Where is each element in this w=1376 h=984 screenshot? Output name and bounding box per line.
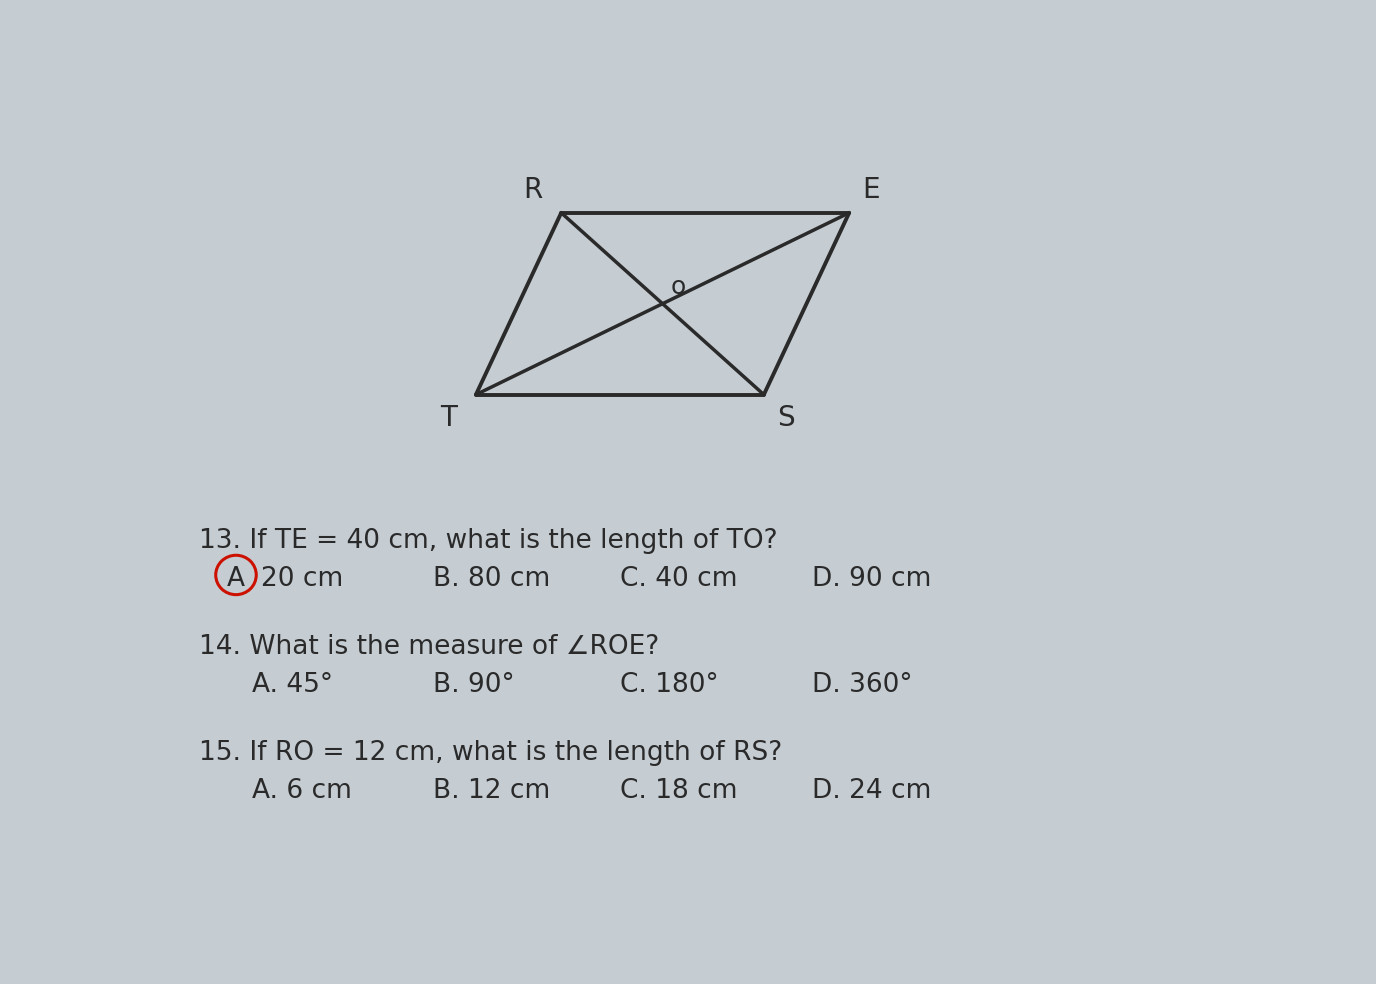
Text: B. 90°: B. 90° (433, 672, 515, 698)
Text: B. 12 cm: B. 12 cm (433, 777, 550, 804)
Text: T: T (440, 403, 457, 432)
Text: R: R (523, 176, 542, 204)
Text: B. 80 cm: B. 80 cm (433, 566, 550, 591)
Text: 15. If RO = 12 cm, what is the length of RS?: 15. If RO = 12 cm, what is the length of… (198, 740, 782, 766)
Text: A: A (227, 566, 245, 591)
Text: 20 cm: 20 cm (260, 566, 343, 591)
Text: 14. What is the measure of ∠ROE?: 14. What is the measure of ∠ROE? (198, 634, 659, 660)
Text: C. 40 cm: C. 40 cm (619, 566, 738, 591)
Text: A. 6 cm: A. 6 cm (252, 777, 352, 804)
Text: o: o (671, 276, 687, 299)
Text: S: S (776, 403, 794, 432)
Text: C. 180°: C. 180° (619, 672, 718, 698)
Text: 13. If TE = 40 cm, what is the length of TO?: 13. If TE = 40 cm, what is the length of… (198, 527, 777, 554)
Text: D. 360°: D. 360° (812, 672, 912, 698)
Text: C. 18 cm: C. 18 cm (619, 777, 738, 804)
Text: A. 45°: A. 45° (252, 672, 333, 698)
Text: D. 90 cm: D. 90 cm (812, 566, 932, 591)
Text: D. 24 cm: D. 24 cm (812, 777, 932, 804)
Text: E: E (861, 176, 879, 204)
